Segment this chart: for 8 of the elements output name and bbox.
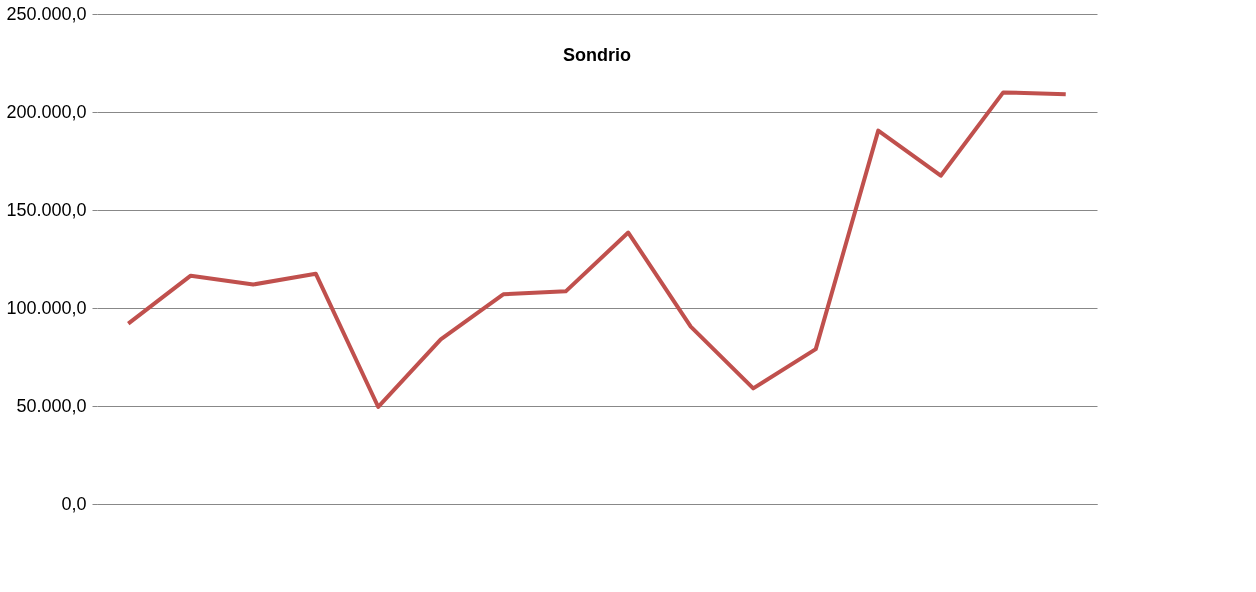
y-tick-label: 0,0 [61, 493, 87, 514]
y-tick-label: 250.000,0 [6, 3, 87, 24]
y-tick-label: 200.000,0 [6, 101, 87, 122]
y-tick-label: 150.000,0 [6, 199, 87, 220]
text: Sondrio [563, 45, 631, 65]
y-tick-label: 50.000,0 [16, 395, 87, 416]
line-series [126, 90, 1068, 409]
y-tick-label: 100.000,0 [6, 297, 87, 318]
